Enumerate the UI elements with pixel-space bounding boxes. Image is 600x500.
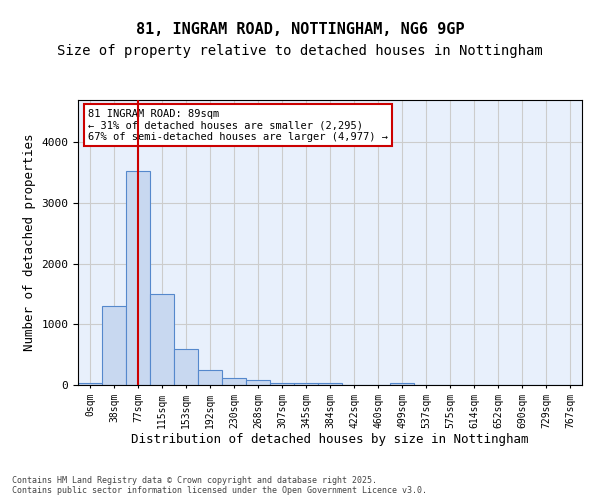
Text: 81 INGRAM ROAD: 89sqm
← 31% of detached houses are smaller (2,295)
67% of semi-d: 81 INGRAM ROAD: 89sqm ← 31% of detached … — [88, 108, 388, 142]
Bar — [390, 383, 414, 385]
Bar — [174, 349, 198, 385]
Bar — [150, 294, 174, 385]
Bar — [246, 380, 270, 385]
Text: Size of property relative to detached houses in Nottingham: Size of property relative to detached ho… — [57, 44, 543, 58]
Y-axis label: Number of detached properties: Number of detached properties — [23, 134, 36, 351]
Bar — [270, 382, 294, 385]
Text: 81, INGRAM ROAD, NOTTINGHAM, NG6 9GP: 81, INGRAM ROAD, NOTTINGHAM, NG6 9GP — [136, 22, 464, 38]
Bar — [102, 306, 126, 385]
Bar — [78, 383, 102, 385]
Bar — [318, 382, 342, 385]
Bar — [126, 171, 150, 385]
Text: Contains HM Land Registry data © Crown copyright and database right 2025.
Contai: Contains HM Land Registry data © Crown c… — [12, 476, 427, 495]
Bar — [198, 370, 222, 385]
Bar — [222, 378, 246, 385]
X-axis label: Distribution of detached houses by size in Nottingham: Distribution of detached houses by size … — [131, 434, 529, 446]
Bar — [294, 382, 318, 385]
